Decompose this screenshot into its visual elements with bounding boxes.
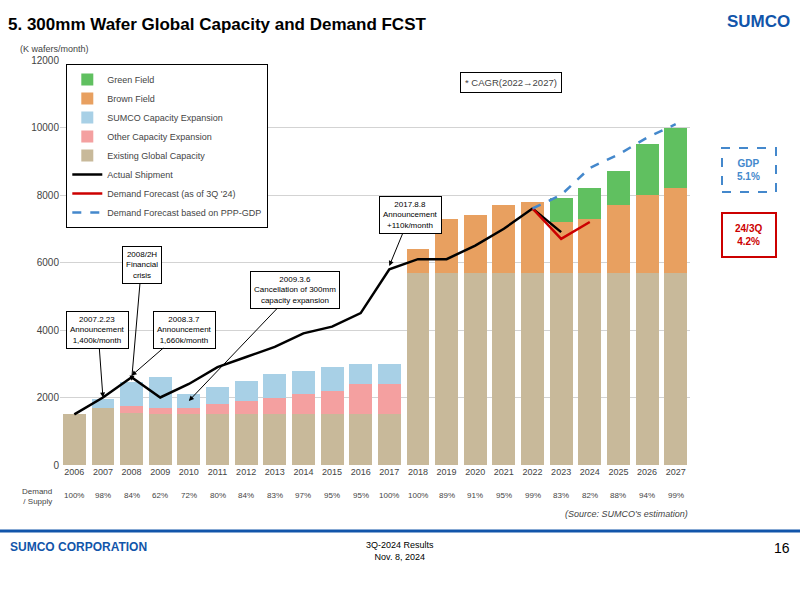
svg-text:100%: 100%: [408, 491, 428, 500]
svg-text:97%: 97%: [295, 491, 311, 500]
svg-text:2009.3.6Cancellation of 300mmc: 2009.3.6Cancellation of 300mmcapacity ex…: [254, 275, 336, 305]
svg-text:8000: 8000: [37, 190, 60, 201]
svg-text:Demand/ Supply: Demand/ Supply: [22, 487, 52, 506]
svg-text:24/3Q4.2%: 24/3Q4.2%: [735, 223, 762, 247]
svg-text:2008/2HFinancialcrisis: 2008/2HFinancialcrisis: [126, 250, 158, 280]
svg-text:12000: 12000: [31, 55, 59, 66]
svg-text:Existing Global Capacity: Existing Global Capacity: [107, 151, 205, 161]
svg-text:2013: 2013: [265, 467, 285, 477]
svg-text:2019: 2019: [437, 467, 457, 477]
svg-text:2006: 2006: [64, 467, 84, 477]
svg-text:2021: 2021: [494, 467, 514, 477]
svg-text:2023: 2023: [551, 467, 571, 477]
svg-text:2024: 2024: [580, 467, 600, 477]
svg-text:99%: 99%: [525, 491, 541, 500]
svg-text:95%: 95%: [353, 491, 369, 500]
svg-text:2017: 2017: [379, 467, 399, 477]
svg-text:2027: 2027: [666, 467, 686, 477]
svg-text:2020: 2020: [465, 467, 485, 477]
svg-text:Demand Forecast (as of 3Q '24): Demand Forecast (as of 3Q '24): [107, 189, 235, 199]
svg-text:0: 0: [53, 460, 59, 471]
svg-text:2016: 2016: [351, 467, 371, 477]
svg-text:(Source: SUMCO's estimation): (Source: SUMCO's estimation): [565, 509, 688, 519]
svg-text:95%: 95%: [496, 491, 512, 500]
svg-text:80%: 80%: [210, 491, 226, 500]
svg-text:Demand Forecast based on PPP-G: Demand Forecast based on PPP-GDP: [107, 208, 261, 218]
svg-text:(K wafers/month): (K wafers/month): [20, 44, 89, 54]
svg-text:83%: 83%: [553, 491, 569, 500]
svg-text:2008.3.7Announcement1,660k/mon: 2008.3.7Announcement1,660k/month: [157, 315, 212, 345]
svg-text:GDP5.1%: GDP5.1%: [737, 158, 760, 182]
svg-text:2022: 2022: [522, 467, 542, 477]
svg-text:99%: 99%: [668, 491, 684, 500]
svg-text:2017.8.8Announcement+110k/mont: 2017.8.8Announcement+110k/month: [383, 200, 438, 230]
svg-text:89%: 89%: [439, 491, 455, 500]
svg-text:2007: 2007: [93, 467, 113, 477]
svg-text:10000: 10000: [31, 122, 59, 133]
svg-text:5. 300mm Wafer Global Capacity: 5. 300mm Wafer Global Capacity and Deman…: [8, 15, 426, 34]
svg-text:2015: 2015: [322, 467, 342, 477]
svg-text:2011: 2011: [208, 467, 227, 477]
svg-text:2012: 2012: [236, 467, 256, 477]
svg-text:2026: 2026: [637, 467, 657, 477]
svg-text:Other Capacity Expansion: Other Capacity Expansion: [107, 132, 212, 142]
svg-text:2000: 2000: [37, 392, 60, 403]
svg-text:2009: 2009: [150, 467, 170, 477]
svg-text:100%: 100%: [379, 491, 399, 500]
svg-text:84%: 84%: [124, 491, 140, 500]
svg-text:2025: 2025: [608, 467, 628, 477]
svg-text:2018: 2018: [408, 467, 428, 477]
svg-text:4000: 4000: [37, 325, 60, 336]
svg-text:Green Field: Green Field: [107, 75, 154, 85]
svg-text:2008: 2008: [122, 467, 142, 477]
svg-text:* CAGR(2022→2027): * CAGR(2022→2027): [465, 77, 557, 88]
svg-text:3Q-2024 ResultsNov. 8, 2024: 3Q-2024 ResultsNov. 8, 2024: [366, 540, 434, 562]
svg-text:98%: 98%: [95, 491, 111, 500]
svg-text:94%: 94%: [639, 491, 655, 500]
svg-text:88%: 88%: [610, 491, 626, 500]
svg-text:91%: 91%: [467, 491, 483, 500]
svg-text:72%: 72%: [181, 491, 197, 500]
svg-text:82%: 82%: [582, 491, 598, 500]
svg-text:Actual Shipment: Actual Shipment: [107, 170, 173, 180]
svg-text:SUMCO Capacity Expansion: SUMCO Capacity Expansion: [107, 113, 223, 123]
svg-text:2010: 2010: [179, 467, 199, 477]
svg-text:2014: 2014: [293, 467, 313, 477]
svg-text:100%: 100%: [64, 491, 84, 500]
svg-text:SUMCO CORPORATION: SUMCO CORPORATION: [10, 540, 147, 554]
svg-text:62%: 62%: [152, 491, 168, 500]
svg-text:Brown Field: Brown Field: [107, 94, 155, 104]
svg-text:16: 16: [774, 540, 790, 556]
svg-text:83%: 83%: [267, 491, 283, 500]
svg-text:6000: 6000: [37, 257, 60, 268]
svg-text:84%: 84%: [238, 491, 254, 500]
svg-text:SUMCO: SUMCO: [727, 12, 790, 31]
svg-text:2007.2.23Announcement1,400k/mo: 2007.2.23Announcement1,400k/month: [70, 315, 125, 345]
svg-text:95%: 95%: [324, 491, 340, 500]
